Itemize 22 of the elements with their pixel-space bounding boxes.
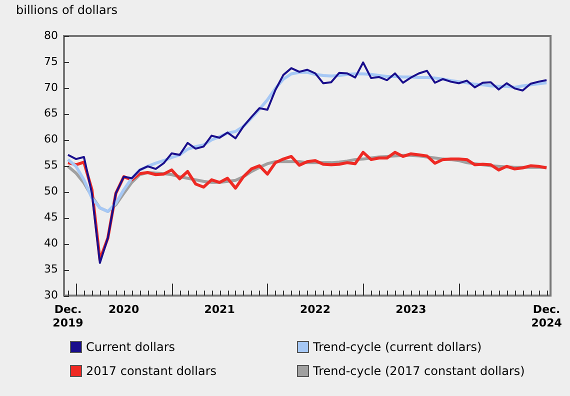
legend-label: Current dollars	[86, 340, 176, 354]
x-tick-label: 2021	[204, 303, 235, 316]
x-tick-label: 2020	[108, 303, 140, 316]
y-tick-label: 75	[44, 54, 58, 68]
y-tick-label: 30	[44, 288, 58, 302]
y-tick-label: 35	[44, 262, 58, 276]
y-tick-label: 65	[44, 106, 58, 120]
y-tick-label: 55	[44, 158, 58, 172]
y-tick-label: 45	[44, 210, 58, 224]
y-tick-label: 80	[44, 28, 58, 42]
x-tick-label: Dec. 2019	[52, 303, 84, 330]
y-tick-label: 70	[44, 80, 58, 94]
y-tick-label: 40	[44, 236, 58, 250]
x-tick-label: 2023	[396, 303, 426, 316]
y-axis-title: billions of dollars	[16, 3, 118, 17]
legend-label: Trend-cycle (2017 constant dollars)	[313, 364, 525, 378]
legend-label: 2017 constant dollars	[86, 364, 216, 378]
y-tick-label: 50	[44, 184, 58, 198]
y-tick-label: 60	[44, 132, 58, 146]
x-tick-label: 2022	[300, 303, 331, 316]
legend-label: Trend-cycle (current dollars)	[313, 340, 482, 354]
x-tick-label: Dec. 2024	[531, 303, 562, 330]
